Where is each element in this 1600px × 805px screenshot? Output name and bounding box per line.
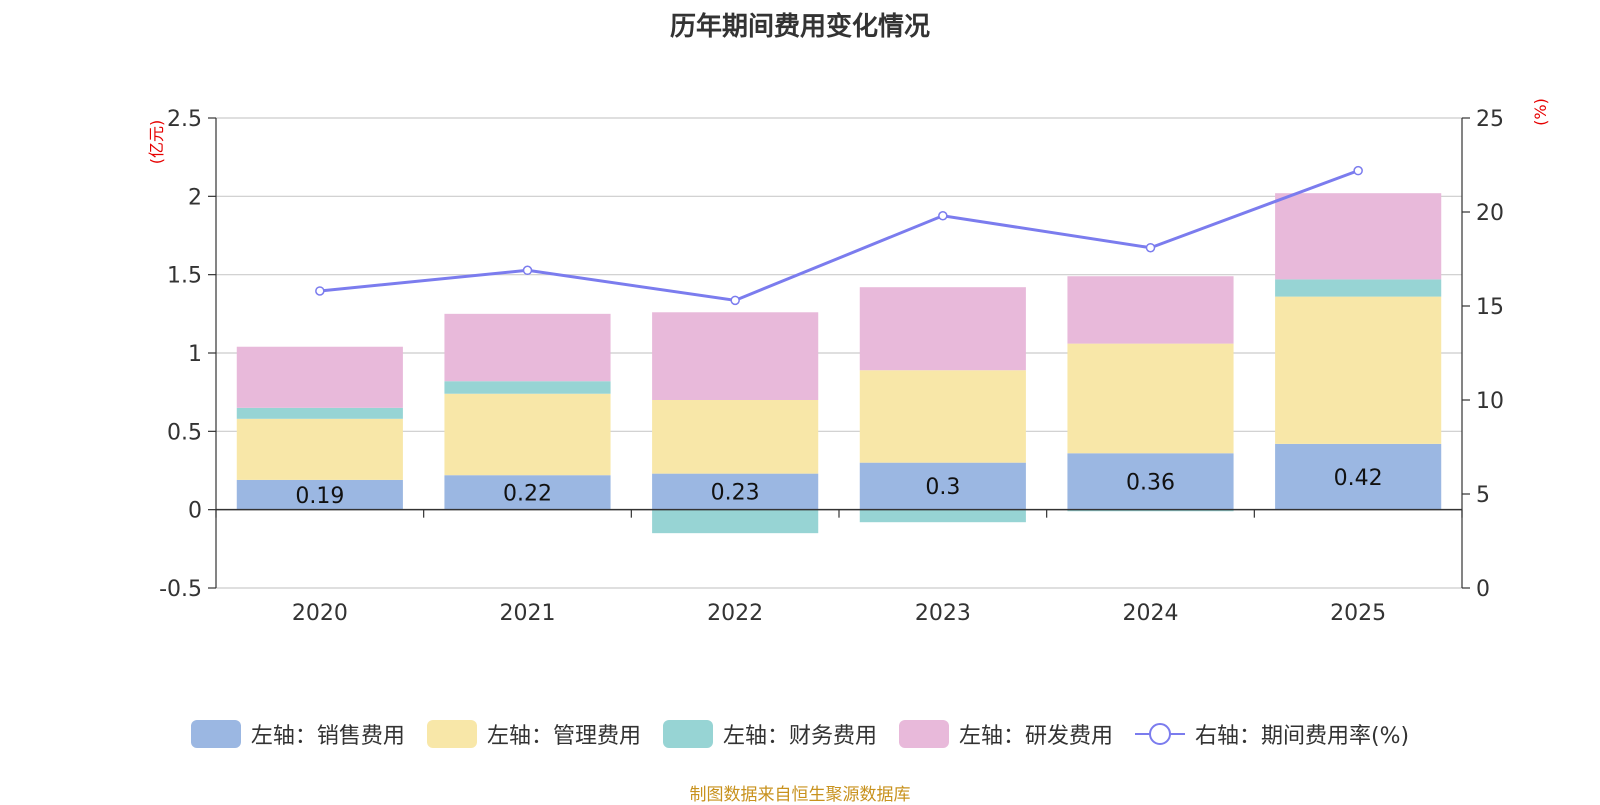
bar-segment [236, 479, 403, 510]
right-axis-unit-label: (%) [1531, 98, 1550, 126]
chart-title: 历年期间费用变化情况 [669, 12, 930, 42]
right-axis-tick-label: 25 [1476, 107, 1504, 132]
bar-segment [1067, 453, 1234, 510]
legend-item-sales[interactable]: 左轴：销售费用 [190, 718, 405, 750]
bar-data-label: 0.36 [1126, 470, 1175, 495]
left-axis-tick-label: 0 [188, 499, 202, 524]
expense-ratio-point [522, 265, 533, 276]
bar-segment [1067, 276, 1234, 344]
legend-item-admin[interactable]: 左轴：管理费用 [426, 718, 641, 750]
line-layer [315, 165, 1363, 306]
right-axis-tick-label: 5 [1476, 483, 1490, 508]
legend-swatch-finance [662, 720, 713, 748]
bar-data-label: 0.3 [925, 475, 960, 500]
bar-segment [652, 509, 819, 534]
legend-item-finance[interactable]: 左轴：财务费用 [662, 718, 877, 750]
bar-segment [1067, 509, 1234, 512]
bar-segment [859, 509, 1026, 523]
left-axis-tick-label: -0.5 [159, 577, 202, 602]
legend-label-expense-ratio: 右轴：期间费用率(%) [1194, 724, 1410, 749]
bar-segment [859, 287, 1026, 371]
x-axis-tick-label: 2022 [707, 601, 763, 626]
right-axis-tick-label: 15 [1476, 295, 1504, 320]
source-note: 制图数据来自恒生聚源数据库 [689, 785, 911, 805]
bar-segment [1275, 193, 1442, 280]
left-axis-tick-label: 1.5 [167, 264, 202, 289]
bar-segment [652, 473, 819, 510]
left-axis-tick-label: 2.5 [167, 107, 202, 132]
x-axis-tick-label: 2024 [1123, 601, 1179, 626]
legend-swatch-sales [190, 720, 241, 748]
x-axis-tick-label: 2021 [500, 601, 556, 626]
bar-segment [444, 313, 611, 382]
legend-label-finance: 左轴：财务费用 [722, 724, 877, 749]
bar-segment [1275, 296, 1442, 444]
right-axis-tick-label: 20 [1476, 201, 1504, 226]
x-axis-tick-label: 2020 [292, 601, 348, 626]
legend-item-expense-ratio[interactable]: 右轴：期间费用率(%) [1134, 718, 1410, 750]
bar-segment [444, 393, 611, 476]
legend-item-rnd[interactable]: 左轴：研发费用 [898, 718, 1113, 750]
left-axis-tick-label: 1 [188, 342, 202, 367]
right-axis-tick-label: 10 [1476, 389, 1504, 414]
bar-segment [236, 418, 403, 480]
expense-ratio-point [1145, 242, 1156, 253]
left-axis-unit-label: (亿元) [147, 120, 166, 165]
expense-ratio-line [319, 169, 1359, 302]
bar-segment [859, 370, 1026, 463]
bar-segment [444, 381, 611, 394]
bar-data-label: 0.23 [711, 481, 760, 506]
bar-data-label: 0.22 [503, 481, 552, 506]
bar-segment [1275, 279, 1442, 297]
legend-line-marker-icon [1134, 723, 1185, 745]
x-axis-tick-label: 2025 [1330, 601, 1386, 626]
legend-label-rnd: 左轴：研发费用 [958, 724, 1113, 749]
expense-ratio-point [730, 295, 740, 306]
bar-data-label: 0.19 [295, 484, 344, 509]
bar-layer [236, 193, 1442, 534]
x-axis-tick-label: 2023 [915, 601, 971, 626]
bar-segment [1275, 443, 1442, 510]
legend-swatch-rnd [898, 720, 949, 748]
bar-segment [236, 407, 403, 419]
legend-swatch-admin [426, 720, 477, 748]
legend: 左轴：销售费用 左轴：管理费用 左轴：财务费用 左轴：研发费用 右轴：期间费用率… [0, 718, 1600, 750]
label-layer: 0.19 0.22 0.23 0.3 0.36 0.42 [295, 466, 1382, 509]
legend-label-admin: 左轴：管理费用 [486, 724, 641, 749]
right-axis-tick-label: 0 [1476, 577, 1490, 602]
bar-segment [652, 312, 819, 400]
expense-ratio-point [315, 286, 325, 296]
bar-segment [859, 462, 1026, 510]
expense-ratio-point [1353, 165, 1363, 176]
bar-data-label: 0.42 [1334, 466, 1383, 491]
bar-segment [1067, 343, 1234, 454]
bar-segment [652, 400, 819, 474]
legend-label-sales: 左轴：销售费用 [250, 724, 405, 749]
bar-segment [444, 475, 611, 510]
left-axis-tick-label: 2 [188, 185, 202, 210]
left-axis-tick-label: 0.5 [167, 420, 202, 445]
expense-ratio-point [938, 211, 948, 221]
bar-segment [236, 346, 403, 408]
